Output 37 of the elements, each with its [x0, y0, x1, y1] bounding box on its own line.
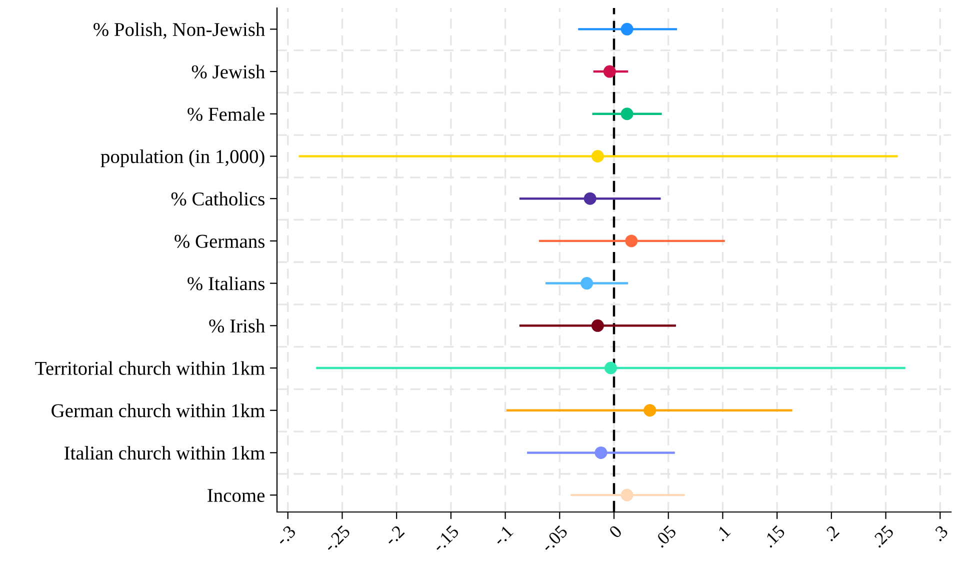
y-tick-label: % Irish [209, 318, 265, 333]
point [584, 192, 596, 205]
x-tick-label: -.3 [274, 524, 296, 546]
x-tick-label: .2 [823, 524, 840, 542]
point [591, 150, 604, 162]
x-tick-label: 0 [608, 524, 622, 539]
point [604, 362, 617, 374]
x-tick-label: .15 [762, 524, 786, 548]
point [625, 234, 638, 248]
y-tick-label: Territorial church within 1km [35, 361, 265, 375]
x-tick-label: -.05 [540, 524, 568, 553]
point [603, 65, 616, 78]
x-tick-label: -.2 [384, 524, 405, 546]
y-tick-label: Italian church within 1km [64, 446, 265, 460]
x-tick-label: -.1 [492, 525, 514, 546]
point [594, 446, 608, 459]
y-tick-label: % Germans [174, 234, 264, 248]
y-tick-label: Income [208, 489, 265, 502]
y-tick-label: % Jewish [192, 64, 265, 79]
x-tick-label: .1 [714, 525, 731, 542]
point [620, 22, 634, 36]
y-tick-label: % Polish, Non-Jewish [94, 22, 265, 39]
x-tick-label: -.15 [432, 524, 460, 553]
y-tick-label: population (in 1,000) [100, 149, 264, 168]
y-tick-label: % Italians [188, 276, 264, 290]
y-tick-label: % Female [188, 107, 265, 121]
point [644, 404, 656, 417]
point [580, 277, 594, 290]
point [620, 108, 634, 120]
point [620, 488, 634, 502]
x-tick-label: .25 [871, 524, 894, 548]
y-tick-label: German church within 1km [52, 404, 265, 418]
x-tick-label: .05 [654, 524, 677, 548]
x-tick-label: -.25 [322, 524, 351, 553]
point [591, 319, 604, 332]
y-tick-label: % Catholics [171, 192, 264, 206]
x-tick-label: .3 [932, 524, 949, 542]
